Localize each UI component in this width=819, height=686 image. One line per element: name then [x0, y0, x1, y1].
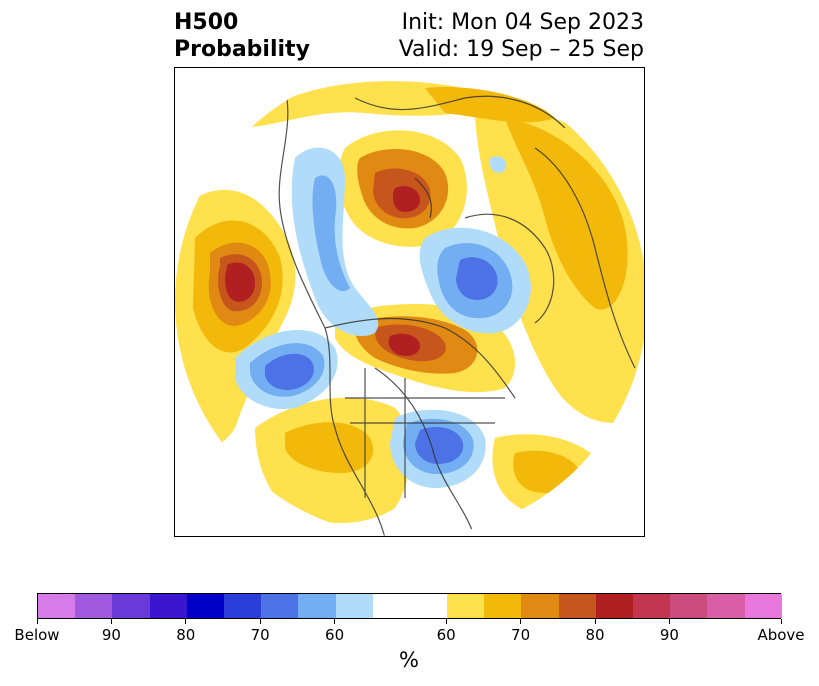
colorbar-tick-label: 90: [659, 626, 679, 644]
colorbar-segment: [186, 594, 224, 618]
colorbar-segment: [521, 594, 559, 618]
below-region-west-canada-mid: [312, 175, 350, 292]
title-variable: H500: [174, 10, 239, 35]
colorbar-tick-label: 60: [325, 626, 345, 644]
colorbar-tick-mark: [780, 619, 782, 624]
colorbar-segment: [112, 594, 150, 618]
colorbar-unit-label: %: [399, 648, 419, 672]
colorbar-tick-label: 70: [250, 626, 270, 644]
init-date: Init: Mon 04 Sep 2023: [401, 10, 644, 35]
colorbar-tick-mark: [594, 619, 596, 624]
colorbar-segment: [335, 594, 373, 618]
colorbar-tick-mark: [445, 619, 447, 624]
coastlines: [278, 87, 636, 536]
probability-map: [174, 67, 645, 537]
above-region-us-west-orange: [285, 422, 374, 473]
colorbar-tick-label: 70: [511, 626, 531, 644]
colorbar-segment: [223, 594, 262, 618]
colorbar-tick-mark: [520, 619, 522, 624]
colorbar-tick-label: Below: [14, 626, 60, 644]
colorbar-segment: [558, 594, 596, 618]
colorbar-segment: [595, 594, 634, 618]
forecast-dates: Init: Mon 04 Sep 2023 Valid: 19 Sep – 25…: [399, 9, 644, 63]
below-region-us-east-core: [415, 426, 464, 464]
colorbar-segment: [75, 594, 113, 618]
map-title: H500 Probability: [174, 9, 310, 63]
colorbar: [37, 593, 782, 619]
colorbar-tick-mark: [334, 619, 336, 624]
colorbar-segment: [261, 594, 299, 618]
colorbar-segment: [38, 594, 76, 618]
colorbar-tick-mark: [36, 619, 38, 624]
colorbar-segment: [298, 594, 336, 618]
colorbar-tick-label: 80: [585, 626, 605, 644]
colorbar-segment: [633, 594, 671, 618]
map-canvas: [175, 68, 644, 536]
below-region-arctic-small: [490, 156, 507, 173]
above-region-top-arc-orange: [425, 87, 555, 123]
colorbar-tick-mark: [185, 619, 187, 624]
colorbar-tick-label: Above: [757, 626, 805, 644]
above-region-pacific-peak: [225, 262, 255, 302]
colorbar-tick-label: 90: [101, 626, 121, 644]
colorbar-segment: [744, 594, 782, 618]
colorbar-segment: [670, 594, 708, 618]
title-quantity: Probability: [174, 37, 310, 62]
colorbar-segment: [447, 594, 485, 618]
below-region-eurasia-core: [456, 257, 498, 300]
colorbar-tick-mark: [668, 619, 670, 624]
above-region-canada-peak: [388, 333, 420, 356]
colorbar-segment: [484, 594, 522, 618]
colorbar-segment: [707, 594, 745, 618]
colorbar-tick-mark: [110, 619, 112, 624]
above-region-atlantic-orange: [505, 118, 628, 310]
below-region-pacific-nw-core: [264, 353, 314, 391]
colorbar-segment: [372, 594, 448, 618]
above-region-arctic-peak: [392, 186, 420, 212]
colorbar-tick-mark: [259, 619, 261, 624]
colorbar-segment: [149, 594, 187, 618]
colorbar-tick-label: 60: [436, 626, 456, 644]
valid-range: Valid: 19 Sep – 25 Sep: [398, 37, 644, 62]
colorbar-tick-label: 80: [176, 626, 196, 644]
